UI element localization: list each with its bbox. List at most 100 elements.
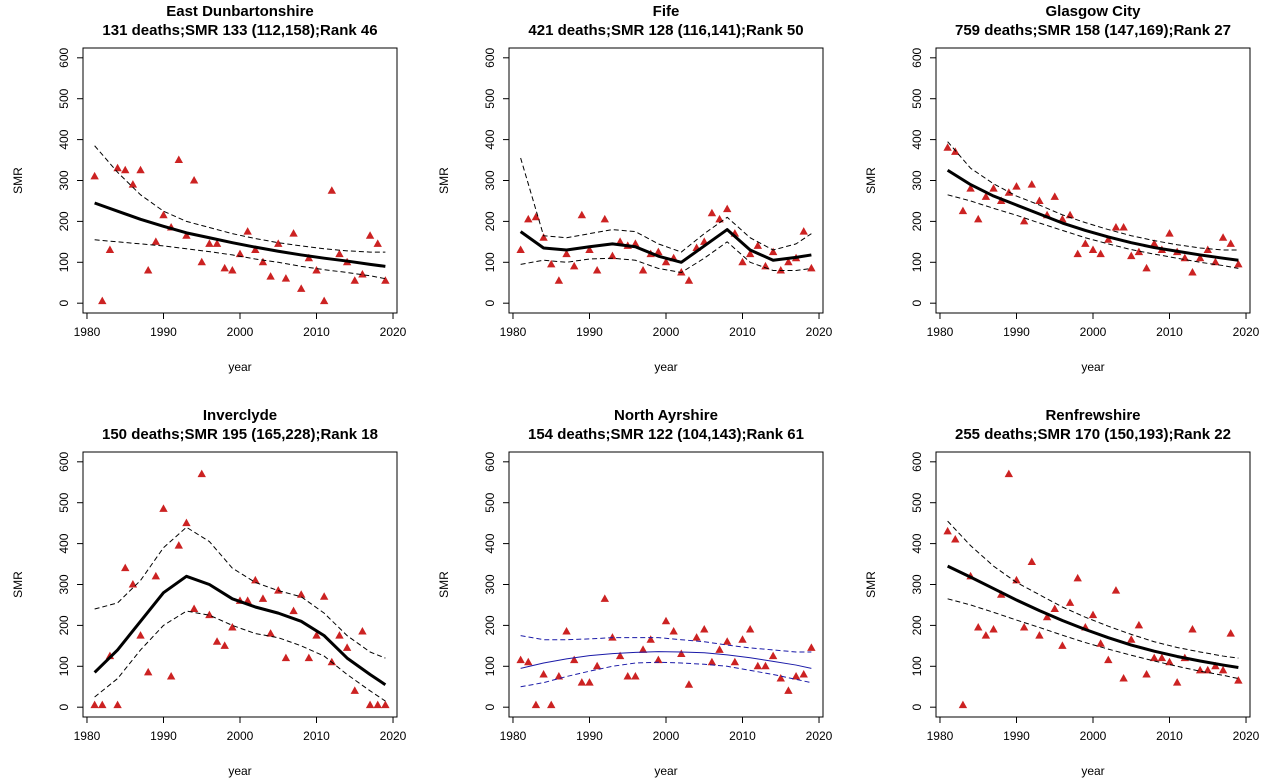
x-tick-label: 2020: [1233, 729, 1260, 743]
point: [592, 661, 602, 670]
point: [1157, 653, 1167, 662]
point: [312, 265, 321, 274]
point: [1111, 223, 1121, 231]
point: [197, 257, 206, 266]
y-tick-label: 500: [910, 88, 924, 108]
point: [258, 257, 268, 266]
point: [327, 186, 337, 194]
chart-title: Renfrewshire: [1045, 407, 1140, 424]
point: [524, 657, 533, 666]
point: [638, 265, 648, 274]
point: [335, 631, 344, 639]
point: [289, 229, 298, 237]
x-tick-label: 1980: [74, 325, 101, 339]
y-tick-label: 0: [483, 704, 497, 711]
point: [281, 653, 291, 662]
y-tick-label: 500: [57, 88, 71, 108]
x-tick-label: 2020: [380, 729, 407, 743]
y-axis-label: SMR: [11, 167, 25, 194]
point: [1234, 259, 1243, 268]
chart-subtitle: 154 deaths;SMR 122 (104,143);Rank 61: [528, 426, 804, 443]
x-axis-label: year: [1081, 764, 1104, 778]
point: [958, 206, 968, 215]
point: [807, 263, 816, 272]
y-tick-label: 500: [910, 492, 924, 512]
fit-line: [94, 201, 386, 268]
point: [113, 163, 122, 172]
point: [661, 616, 671, 625]
point: [661, 257, 671, 266]
point: [220, 641, 229, 649]
confidence-line: [520, 157, 812, 253]
point: [136, 165, 145, 174]
point: [738, 257, 747, 266]
point: [151, 237, 161, 245]
confidence-line: [94, 526, 386, 659]
point: [1042, 612, 1052, 621]
x-tick-label: 2020: [1233, 325, 1260, 339]
y-tick-label: 400: [483, 129, 497, 149]
point: [707, 657, 717, 666]
point: [1104, 235, 1113, 243]
y-tick-label: 500: [57, 492, 71, 512]
y-tick-label: 100: [910, 656, 924, 676]
point: [700, 624, 709, 633]
point: [562, 249, 571, 258]
point: [319, 592, 329, 600]
point: [554, 672, 564, 680]
confidence-line: [947, 598, 1239, 680]
point: [569, 261, 579, 270]
x-tick-label: 1990: [1003, 325, 1030, 339]
point: [235, 249, 245, 258]
point: [730, 657, 740, 666]
point: [745, 624, 755, 633]
point: [577, 678, 587, 686]
point: [1203, 665, 1212, 674]
x-tick-label: 2000: [1080, 729, 1107, 743]
plot-frame: [82, 451, 398, 718]
point: [1134, 620, 1144, 629]
point: [1134, 247, 1144, 256]
y-tick-label: 300: [910, 170, 924, 190]
point: [373, 239, 382, 247]
y-tick-label: 200: [57, 615, 71, 635]
y-tick-label: 200: [57, 211, 71, 231]
point: [516, 655, 525, 664]
point: [304, 653, 314, 662]
point: [90, 700, 99, 709]
point: [1111, 586, 1121, 594]
x-tick-label: 2020: [380, 325, 407, 339]
fit-line: [519, 228, 812, 264]
point: [373, 700, 382, 709]
chart-subtitle: 255 deaths;SMR 170 (150,193);Rank 22: [955, 426, 1231, 443]
point: [761, 661, 770, 670]
point: [745, 249, 755, 258]
point: [943, 143, 952, 151]
point: [143, 265, 153, 274]
y-tick-label: 100: [57, 656, 71, 676]
point: [1096, 249, 1105, 258]
y-tick-label: 600: [483, 47, 497, 67]
point: [1218, 233, 1228, 241]
point: [723, 637, 732, 645]
point: [715, 214, 724, 223]
chart-subtitle: 131 deaths;SMR 133 (112,158);Rank 46: [102, 22, 377, 39]
y-tick-label: 0: [57, 704, 71, 711]
point: [1035, 631, 1044, 639]
y-tick-label: 0: [483, 300, 497, 307]
x-tick-label: 2000: [653, 325, 680, 339]
y-tick-label: 100: [483, 252, 497, 272]
confidence-line: [94, 610, 386, 702]
point: [1188, 624, 1197, 633]
point: [128, 580, 138, 588]
point: [623, 672, 632, 680]
point: [358, 270, 367, 278]
y-axis-label: SMR: [864, 571, 878, 598]
point: [1127, 635, 1136, 643]
x-tick-label: 2000: [653, 729, 680, 743]
y-tick-label: 600: [910, 47, 924, 67]
point: [592, 265, 602, 274]
point: [1073, 249, 1082, 258]
x-tick-label: 2020: [806, 729, 833, 743]
